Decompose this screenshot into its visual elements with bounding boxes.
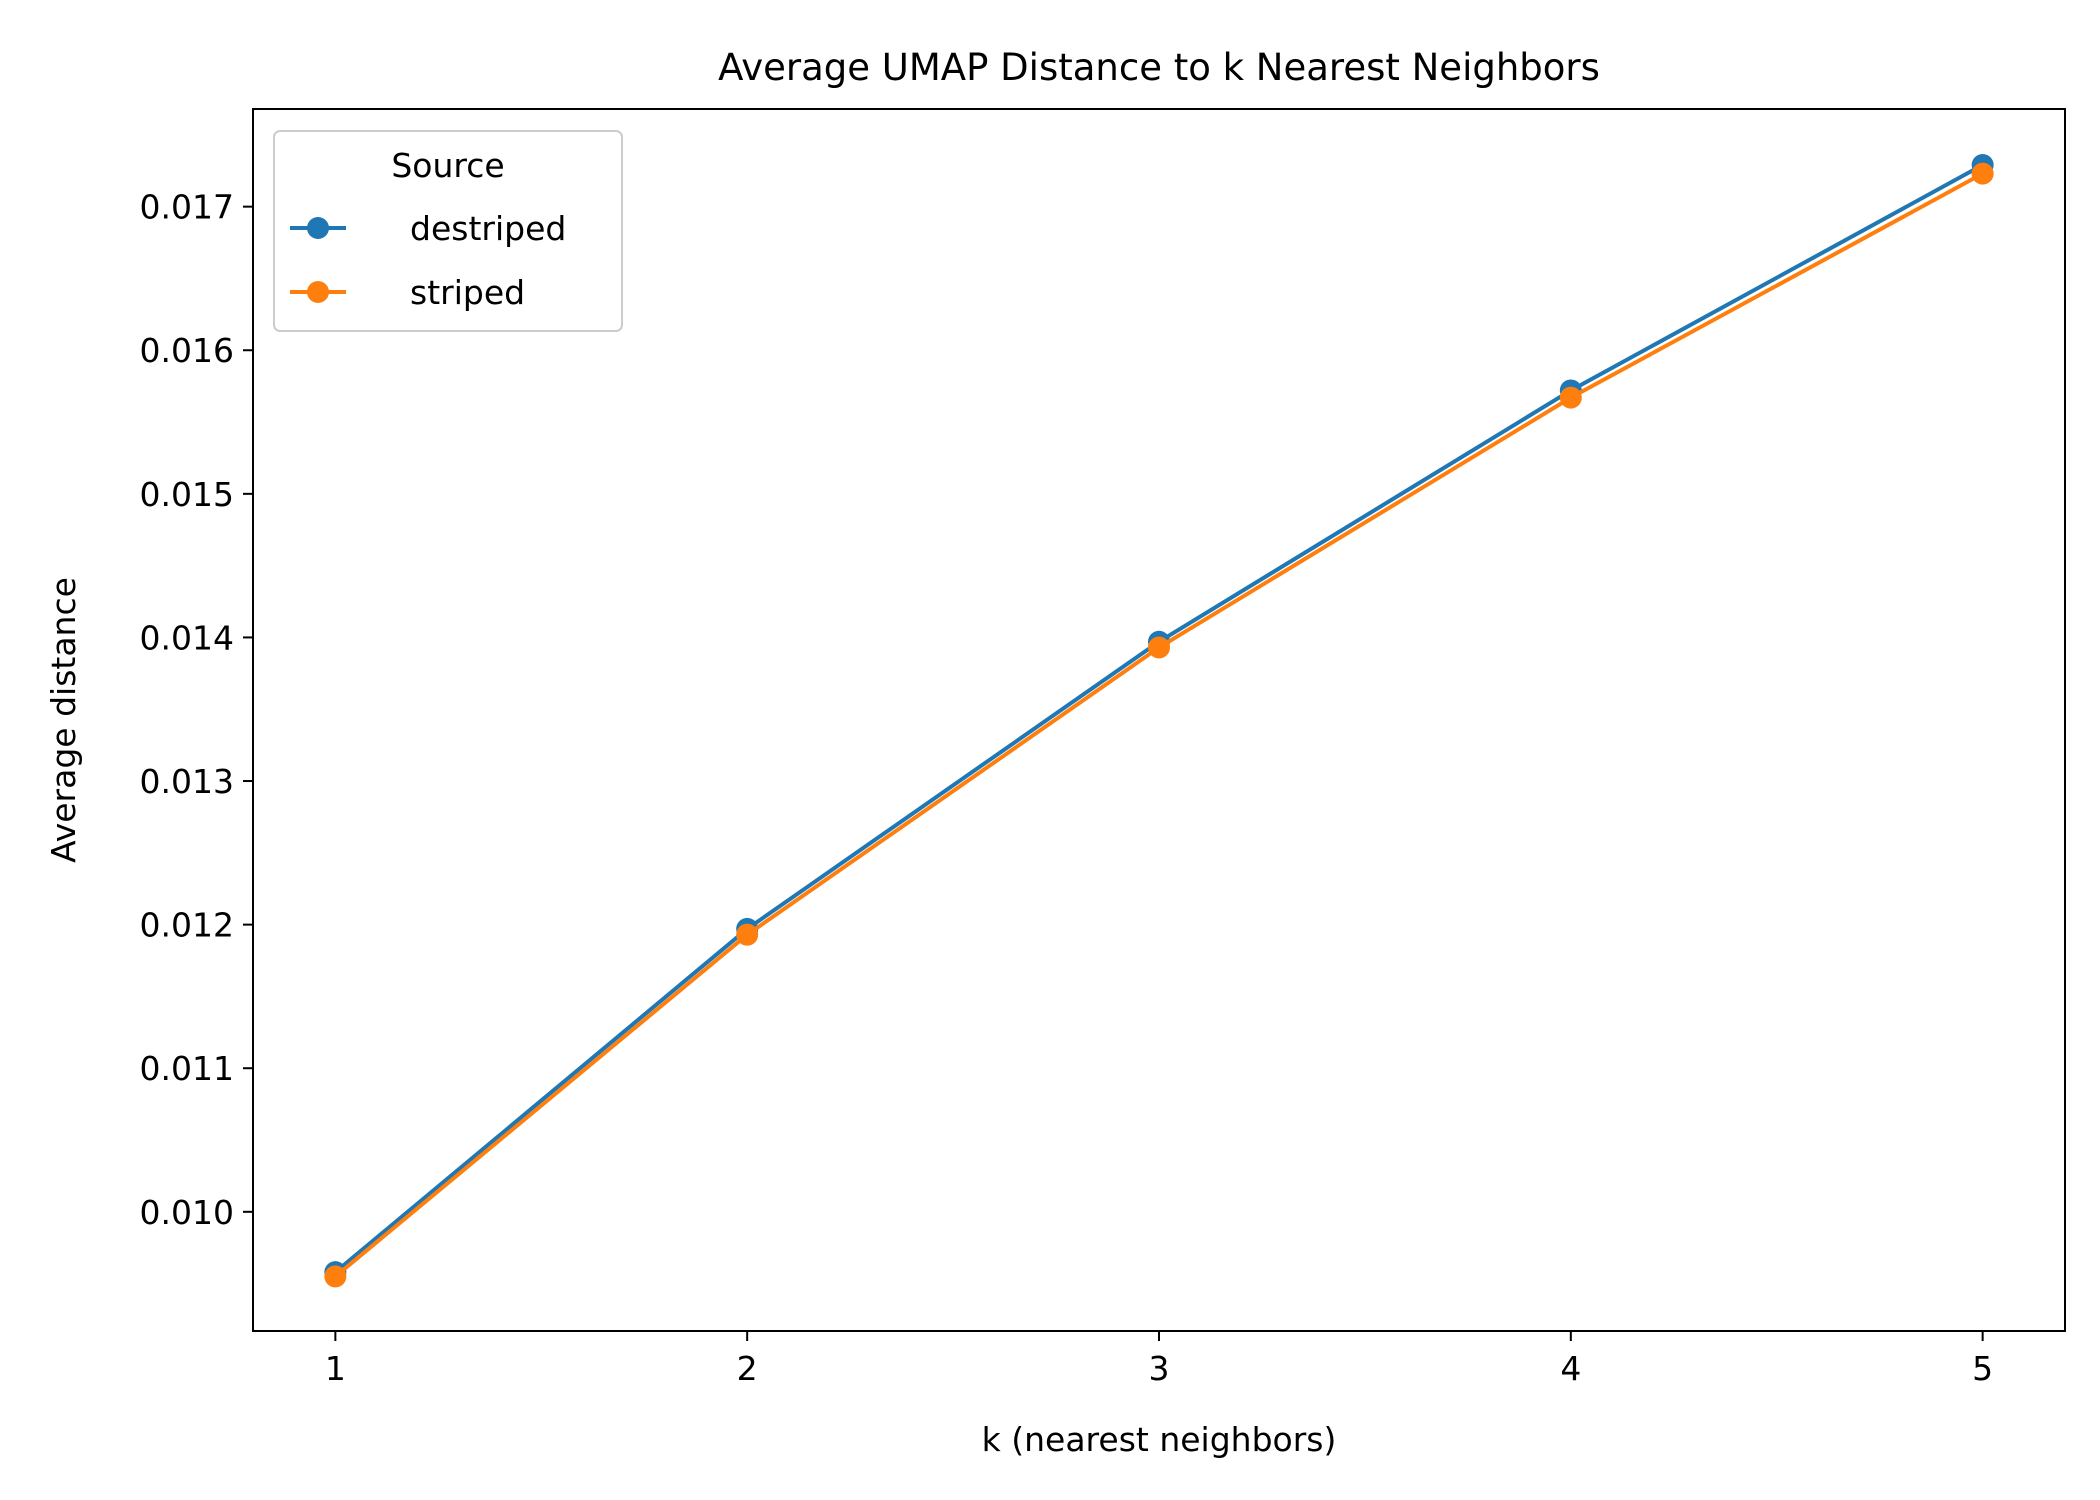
y-axis-ticks: 0.010 0.011 0.012 0.013 0.014 0.015 0.016 0.017	[140, 188, 253, 1232]
legend-label-striped: striped	[410, 273, 525, 312]
data-point-striped	[1559, 386, 1582, 409]
x-tick-label: 3	[1149, 1349, 1170, 1388]
y-tick-label: 0.014	[140, 618, 234, 657]
x-tick-label: 4	[1560, 1349, 1581, 1388]
y-tick-label: 0.011	[140, 1049, 234, 1088]
y-tick-label: 0.013	[140, 762, 234, 801]
x-tick-label: 2	[737, 1349, 758, 1388]
legend-marker-destriped	[307, 217, 329, 239]
legend-entry-striped: striped	[290, 273, 525, 312]
x-axis-label: k (nearest neighbors)	[982, 1420, 1337, 1459]
legend: Source destriped striped	[273, 130, 623, 332]
y-tick-label: 0.016	[140, 331, 234, 370]
series-layer	[324, 154, 1994, 1288]
legend-entry-destriped: destriped	[290, 209, 566, 248]
x-tick-label: 5	[1972, 1349, 1993, 1388]
legend-marker-striped	[307, 281, 329, 303]
y-tick-label: 0.010	[140, 1193, 234, 1232]
x-axis-ticks: 1 2 3 4 5	[325, 1331, 1993, 1388]
legend-title: Source	[391, 146, 504, 185]
series-striped	[324, 162, 1994, 1288]
legend-label-destriped: destriped	[410, 209, 566, 248]
x-tick-label: 1	[325, 1349, 346, 1388]
legend-box	[273, 130, 623, 332]
data-point-striped	[1971, 162, 1994, 185]
data-point-striped	[736, 923, 759, 946]
chart-title: Average UMAP Distance to k Nearest Neigh…	[718, 46, 1600, 89]
data-point-striped	[1148, 636, 1170, 659]
y-tick-label: 0.015	[140, 475, 234, 514]
y-axis-label: Average distance	[44, 577, 83, 863]
y-tick-label: 0.012	[140, 906, 234, 945]
data-point-striped	[324, 1265, 347, 1288]
y-tick-label: 0.017	[140, 188, 234, 227]
